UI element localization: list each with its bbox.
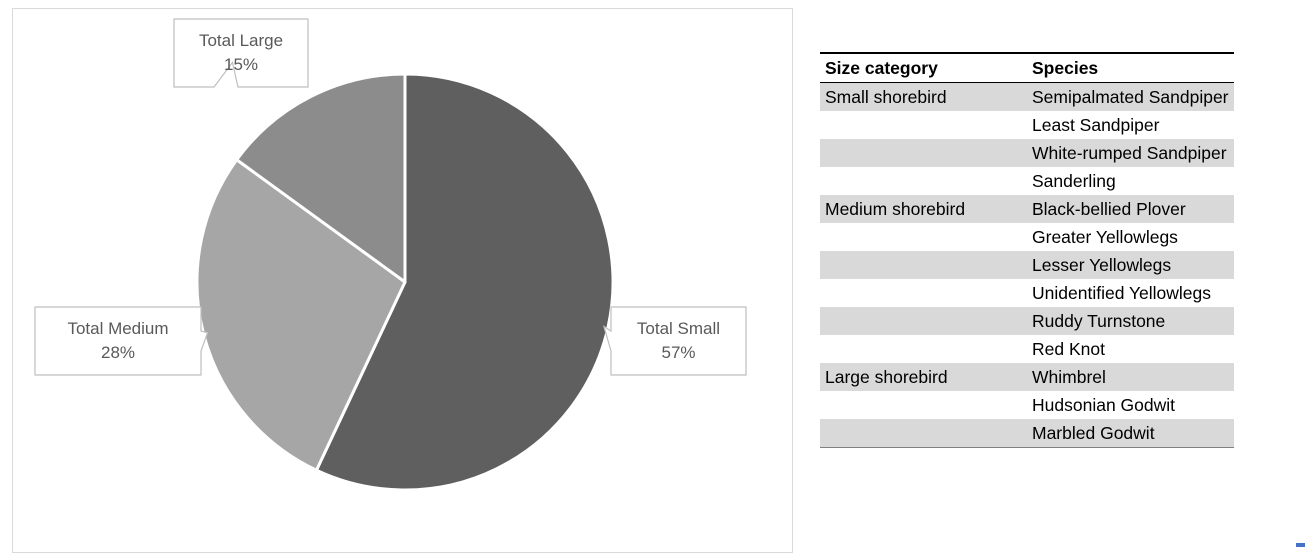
- pie-slice-total-large: [235, 72, 407, 284]
- table-body: Small shorebird Semipalmated Sandpiper Lea…: [820, 82, 1234, 448]
- table-row: Unidentified Yellowlegs: [820, 279, 1234, 307]
- cell-size-category: [820, 251, 1027, 279]
- cell-species: Sanderling: [1032, 170, 1116, 191]
- header-size-category: Size category: [820, 52, 1027, 83]
- data-value-total-small: 57%: [661, 343, 695, 362]
- cell-size-category: [820, 335, 1027, 363]
- cell-species: Unidentified Yellowlegs: [1032, 282, 1212, 303]
- cell-size-category: [820, 391, 1027, 419]
- cell-species: Semipalmated Sandpiper: [1027, 82, 1234, 111]
- cell-size-category: Medium shorebird: [820, 195, 1027, 223]
- cell-size-category: [820, 167, 1027, 195]
- pie-slice-total-small: [314, 72, 615, 492]
- table-row: Small shorebird Semipalmated Sandpiper: [820, 82, 1234, 111]
- table-row: Lesser Yellowlegs: [820, 251, 1234, 279]
- cell-species: Lesser Yellowlegs: [1027, 251, 1234, 279]
- cell-size-category: Small shorebird: [820, 82, 1027, 111]
- cell-size-category: [820, 419, 1027, 448]
- cell-size-category: [820, 279, 1027, 307]
- chart-area[interactable]: Total Small 57% Total Medium 28% Total Large…: [12, 8, 793, 553]
- table-row: Least Sandpiper: [820, 111, 1234, 139]
- callout-total-medium: [34, 306, 209, 376]
- data-label-total-medium: Total Medium: [67, 319, 168, 338]
- cell-species: Least Sandpiper: [1032, 114, 1160, 135]
- cell-size-category: [820, 111, 1027, 139]
- table-resize-handle[interactable]: [1296, 543, 1305, 547]
- cell-species: Black-bellied Plover: [1027, 195, 1234, 223]
- table-header-row: Size category Species: [820, 52, 1234, 83]
- table-row: White-rumped Sandpiper: [820, 139, 1234, 167]
- cell-species: Whimbrel: [1027, 363, 1234, 391]
- table-row: Ruddy Turnstone: [820, 307, 1234, 335]
- cell-size-category: [820, 307, 1027, 335]
- table-row: Sanderling: [820, 167, 1234, 195]
- table-row: Greater Yellowlegs: [820, 223, 1234, 251]
- table-row: Hudsonian Godwit: [820, 391, 1234, 419]
- pie-chart: Total Small 57% Total Medium 28% Total Large…: [34, 18, 747, 492]
- cell-species: Hudsonian Godwit: [1032, 394, 1175, 415]
- cell-species: Marbled Godwit: [1027, 419, 1234, 448]
- table-row: Large shorebird Whimbrel: [820, 363, 1234, 391]
- data-value-total-large: 15%: [224, 55, 258, 74]
- table-row: Medium shorebird Black-bellied Plover: [820, 195, 1234, 223]
- data-label-total-large: Total Large: [199, 31, 283, 50]
- header-species: Species: [1027, 52, 1234, 83]
- table-row: Red Knot: [820, 335, 1234, 363]
- callout-total-small: [602, 306, 747, 376]
- table-row: Marbled Godwit: [820, 419, 1234, 448]
- data-value-total-medium: 28%: [101, 343, 135, 362]
- callout-total-large: [173, 18, 309, 88]
- data-label-total-small: Total Small: [637, 319, 720, 338]
- cell-size-category: Large shorebird: [820, 363, 1027, 391]
- cell-species: White-rumped Sandpiper: [1027, 139, 1234, 167]
- species-table: Size category Species Small shorebird Sem…: [820, 52, 1234, 448]
- cell-size-category: [820, 223, 1027, 251]
- cell-size-category: [820, 139, 1027, 167]
- cell-species: Ruddy Turnstone: [1027, 307, 1234, 335]
- cell-species: Greater Yellowlegs: [1032, 226, 1178, 247]
- cell-species: Red Knot: [1032, 338, 1105, 359]
